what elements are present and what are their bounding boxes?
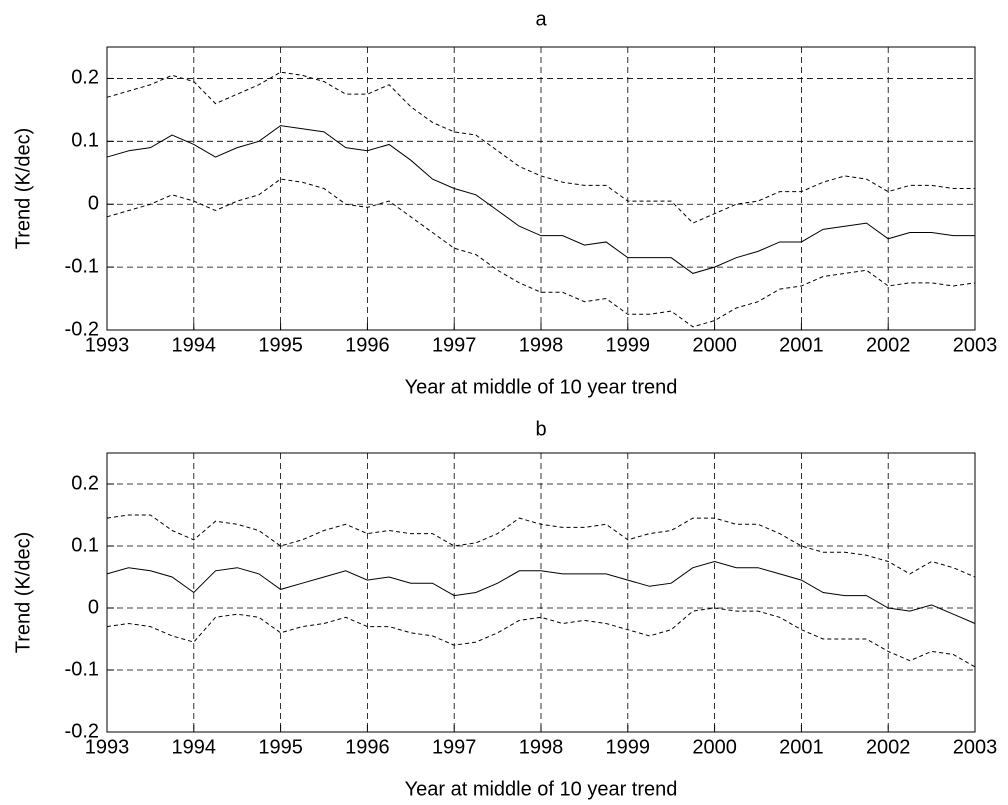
x-tick-label: 1995 [258, 334, 303, 356]
x-tick-label: 2003 [953, 736, 998, 758]
chart-title: b [535, 418, 546, 440]
x-tick-label: 1993 [85, 334, 130, 356]
x-tick-label: 2003 [953, 334, 998, 356]
y-tick-label: -0.1 [65, 658, 99, 680]
axes-box [106, 46, 976, 331]
trend-line [106, 560, 976, 624]
y-tick-label: 0.2 [71, 67, 99, 89]
y-tick-label: 0 [88, 193, 99, 215]
x-tick-label: 2002 [866, 736, 911, 758]
x-tick-label: 1996 [345, 736, 390, 758]
y-tick-label: 0.1 [71, 130, 99, 152]
y-tick-label: 0.1 [71, 534, 99, 556]
x-tick-label: 1999 [606, 736, 651, 758]
y-tick-label: -0.2 [65, 720, 99, 742]
x-tick-label: 2001 [779, 334, 824, 356]
x-tick-label: 2000 [692, 736, 737, 758]
x-tick-label: 1994 [172, 334, 217, 356]
y-axis-label: Trend (K/dec) [12, 128, 34, 250]
x-tick-label: 2001 [779, 736, 824, 758]
x-tick-label: 2000 [692, 334, 737, 356]
trend-line [106, 607, 976, 668]
chart-title: a [535, 8, 547, 30]
x-tick-label: 1998 [519, 736, 564, 758]
y-axis-label: Trend (K/dec) [12, 532, 34, 654]
trend-line [106, 125, 975, 274]
x-tick-label: 1997 [432, 736, 477, 758]
x-tick-label: 1994 [172, 736, 217, 758]
y-tick-label: -0.1 [65, 255, 99, 277]
x-tick-label: 1998 [519, 334, 564, 356]
x-tick-label: 1999 [606, 334, 651, 356]
y-tick-label: 0 [88, 596, 99, 618]
x-tick-label: 1993 [85, 736, 130, 758]
y-tick-label: -0.2 [65, 318, 99, 340]
trend-line [106, 71, 975, 224]
trend-line [106, 514, 976, 578]
x-axis-label: Year at middle of 10 year trend [405, 376, 678, 398]
axes-box [106, 452, 976, 733]
x-axis-label: Year at middle of 10 year trend [405, 778, 678, 800]
x-tick-label: 1997 [432, 334, 477, 356]
x-tick-label: 2002 [866, 334, 911, 356]
y-tick-label: 0.2 [71, 472, 99, 494]
x-tick-label: 1995 [258, 736, 303, 758]
x-tick-label: 1996 [345, 334, 390, 356]
